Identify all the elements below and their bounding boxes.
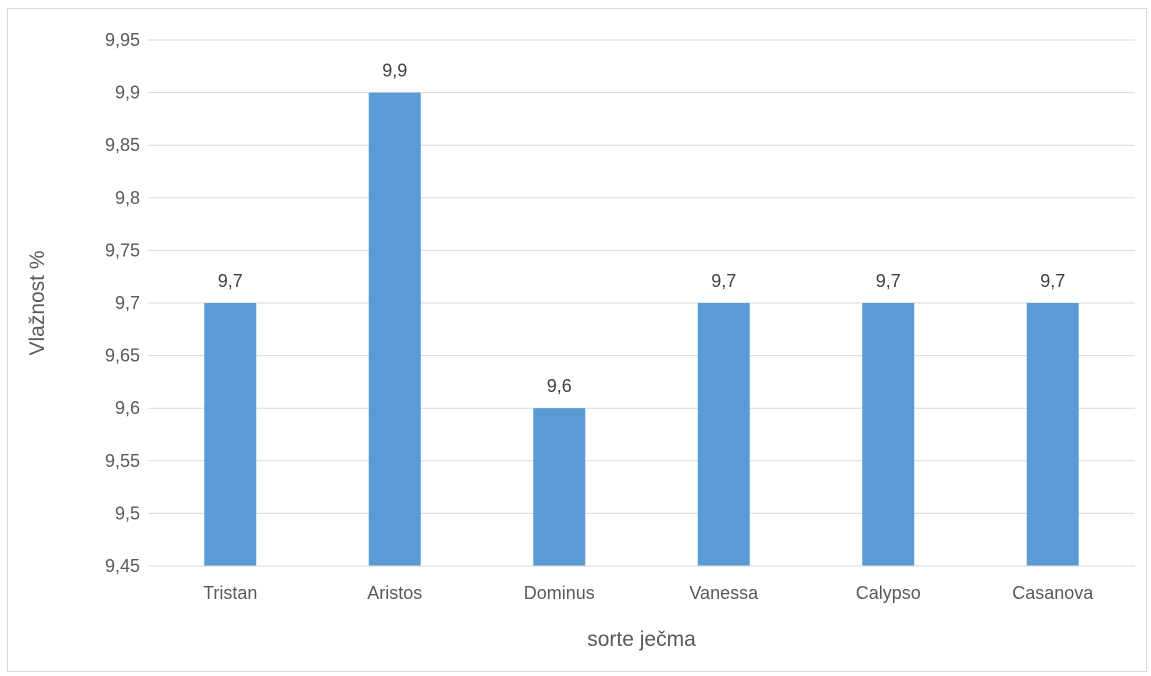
y-tick-label: 9,8 [115,188,140,208]
x-tick-label: Casanova [1012,583,1094,603]
bar-vanessa [697,303,750,566]
data-label: 9,9 [382,61,407,81]
x-axis-ticks: Tristan Aristos Dominus Vanessa Calypso Casan… [203,583,1094,603]
bar-dominus [533,408,586,566]
y-tick-label: 9,45 [105,556,140,576]
y-tick-label: 9,9 [115,83,140,103]
x-tick-label: Tristan [203,583,257,603]
x-tick-label: Aristos [367,583,422,603]
x-tick-label: Dominus [524,583,595,603]
y-tick-label: 9,6 [115,398,140,418]
bars [204,92,1079,566]
y-tick-label: 9,55 [105,451,140,471]
gridlines [148,39,1135,514]
y-tick-label: 9,5 [115,503,140,523]
data-label: 9,7 [1040,271,1065,291]
data-labels: 9,7 9,9 9,6 9,7 9,7 9,7 [218,61,1066,397]
y-tick-label: 9,75 [105,240,140,260]
data-label: 9,7 [711,271,736,291]
y-tick-label: 9,7 [115,293,140,313]
data-label: 9,7 [218,271,243,291]
data-label: 9,6 [547,376,572,396]
x-tick-label: Vanessa [689,583,759,603]
bar-tristan [204,303,257,566]
data-label: 9,7 [876,271,901,291]
y-tick-label: 9,65 [105,346,140,366]
chart-container: 9,45 9,5 9,55 9,6 9,65 9,7 9,75 9,8 9,85 9,9 9,95 … [7,8,1147,672]
bar-aristos [368,92,421,566]
y-tick-label: 9,95 [105,30,140,50]
bar-casanova [1026,303,1079,566]
y-tick-label: 9,85 [105,135,140,155]
x-axis-title: sorte ječma [587,628,696,651]
bar-chart: 9,459,59,559,69,659,79,759,89,859,99,95 … [26,30,1135,651]
bar-calypso [862,303,915,566]
y-axis-title: Vlažnost % [26,250,49,355]
x-tick-label: Calypso [856,583,921,603]
y-axis-ticks: 9,45 9,5 9,55 9,6 9,65 9,7 9,75 9,8 9,85 9,9 9,95 [105,30,140,576]
